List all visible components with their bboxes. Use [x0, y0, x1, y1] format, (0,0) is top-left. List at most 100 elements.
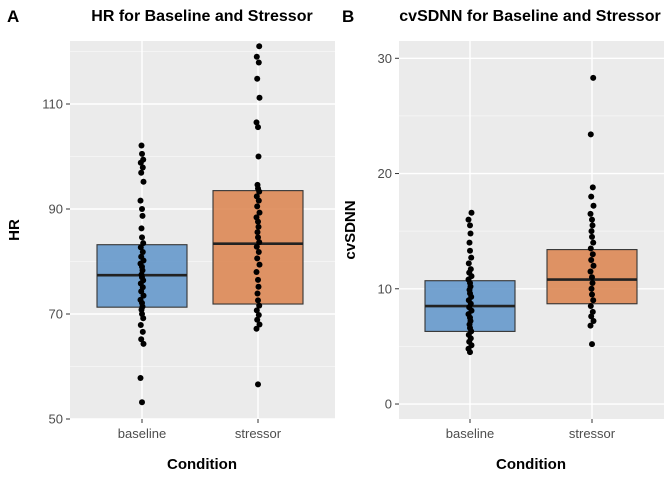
data-point-stressor	[256, 239, 263, 246]
data-point-stressor	[253, 269, 260, 275]
data-point-baseline	[467, 266, 474, 273]
panel-a-y-axis-title: HR	[6, 219, 23, 241]
data-point-stressor	[255, 249, 262, 256]
data-point-stressor	[253, 119, 260, 126]
data-point-stressor	[588, 228, 595, 235]
data-point-baseline	[140, 156, 147, 163]
data-point-baseline	[140, 340, 147, 347]
data-point-stressor	[587, 210, 594, 217]
data-point-baseline	[465, 216, 472, 223]
panel-b: B cvSDNN for Baseline and Stressor 0 10 20…	[342, 7, 664, 473]
data-point-baseline	[138, 225, 145, 232]
data-point-baseline	[137, 375, 144, 382]
data-point-baseline	[139, 399, 145, 406]
panel-b-title: cvSDNN for Baseline and Stressor	[399, 8, 660, 25]
data-point-stressor	[589, 251, 596, 258]
panel-b-points	[465, 74, 597, 356]
data-point-stressor	[255, 124, 261, 131]
data-point-stressor	[589, 308, 596, 315]
panel-b-y-ticks: 0 10 20 30	[378, 51, 399, 412]
data-point-stressor	[589, 280, 596, 287]
data-point-stressor	[590, 239, 597, 246]
panel-b-plot-background	[399, 41, 664, 419]
data-point-stressor	[256, 94, 263, 101]
data-point-stressor	[256, 209, 263, 216]
x-tick-label-stressor: stressor	[235, 426, 282, 441]
y-tick-label: 0	[385, 397, 392, 412]
data-point-baseline	[137, 197, 144, 204]
x-tick-label-baseline: baseline	[446, 426, 494, 441]
y-tick-label: 20	[378, 166, 392, 181]
data-point-stressor	[253, 214, 260, 221]
data-point-stressor	[590, 262, 597, 269]
y-tick-label: 30	[378, 51, 392, 66]
data-point-baseline	[467, 230, 474, 237]
data-point-stressor	[254, 229, 261, 236]
data-point-stressor	[256, 321, 263, 328]
data-point-baseline	[138, 169, 145, 176]
data-point-baseline	[139, 212, 146, 219]
data-point-stressor	[587, 268, 594, 275]
data-point-stressor	[590, 74, 597, 81]
data-point-baseline	[139, 249, 146, 256]
data-point-stressor	[588, 313, 595, 320]
data-point-stressor	[256, 261, 263, 268]
panel-a-letter: A	[7, 7, 19, 26]
data-point-baseline	[467, 247, 473, 254]
data-point-stressor	[589, 184, 596, 191]
data-point-baseline	[137, 296, 144, 303]
data-point-stressor	[255, 234, 261, 241]
data-point-baseline	[468, 254, 475, 261]
data-point-stressor	[589, 222, 596, 229]
x-tick-label-stressor: stressor	[569, 426, 616, 441]
data-point-stressor	[256, 43, 263, 50]
data-point-stressor	[587, 245, 594, 252]
data-point-stressor	[254, 181, 261, 188]
data-point-baseline	[139, 328, 146, 335]
x-tick-label-baseline: baseline	[118, 426, 166, 441]
panel-a-title: HR for Baseline and Stressor	[91, 8, 312, 25]
panel-a-y-ticks: 50 70 90 110	[42, 97, 70, 427]
data-point-stressor	[255, 276, 261, 283]
data-point-stressor	[588, 256, 595, 263]
data-point-stressor	[588, 285, 595, 292]
panel-b-x-ticks: baseline stressor	[446, 419, 616, 441]
data-point-stressor	[254, 316, 261, 323]
data-point-stressor	[253, 243, 260, 250]
data-point-stressor	[590, 318, 597, 325]
data-point-baseline	[138, 142, 145, 149]
data-point-baseline	[139, 164, 146, 171]
data-point-stressor	[255, 283, 262, 290]
data-point-stressor	[587, 322, 594, 329]
data-point-baseline	[139, 234, 145, 241]
data-point-stressor	[256, 302, 263, 309]
data-point-stressor	[589, 291, 595, 298]
data-point-stressor	[589, 216, 595, 223]
data-point-stressor	[589, 274, 595, 281]
data-point-stressor	[254, 290, 261, 297]
panel-a-x-axis-title: Condition	[167, 456, 237, 473]
data-point-stressor	[255, 381, 261, 388]
data-point-baseline	[137, 322, 144, 329]
data-point-baseline	[139, 150, 145, 157]
panel-a-points	[137, 43, 263, 406]
data-point-stressor	[255, 312, 262, 319]
data-point-stressor	[253, 325, 260, 332]
data-point-baseline	[466, 239, 473, 246]
data-point-stressor	[590, 202, 597, 209]
y-tick-label: 110	[42, 97, 63, 112]
data-point-baseline	[138, 336, 145, 343]
panel-a-x-ticks: baseline stressor	[118, 419, 282, 441]
panel-b-y-axis-title: cvSDNN	[342, 200, 359, 259]
data-point-stressor	[254, 203, 261, 210]
panel-b-gridlines	[399, 41, 664, 419]
data-point-stressor	[254, 255, 261, 262]
data-point-stressor	[255, 297, 261, 304]
data-point-stressor	[255, 223, 262, 230]
data-point-stressor	[255, 59, 262, 66]
data-point-baseline	[467, 222, 473, 229]
data-point-stressor	[587, 131, 594, 138]
data-point-stressor	[253, 307, 260, 314]
data-point-stressor	[590, 297, 597, 304]
data-point-baseline	[138, 253, 145, 260]
